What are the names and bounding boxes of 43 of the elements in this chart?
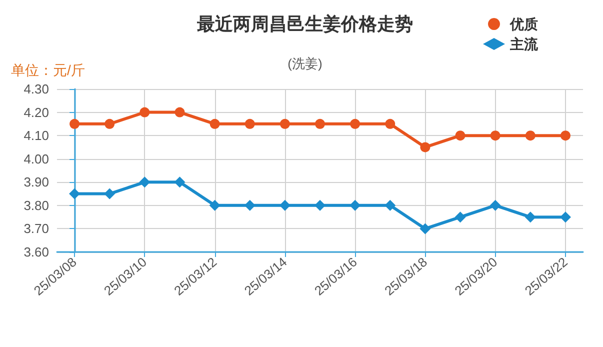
point	[454, 212, 466, 223]
y-tick-label: 3.90	[24, 174, 49, 190]
point	[174, 107, 185, 118]
point	[244, 200, 256, 211]
point	[315, 118, 325, 129]
chart-subtitle: (洗姜)	[288, 56, 322, 71]
point	[420, 223, 431, 234]
y-tick-label: 4.00	[24, 151, 49, 166]
point	[525, 130, 536, 141]
point	[420, 142, 430, 152]
point	[314, 200, 326, 211]
point	[385, 118, 396, 129]
point	[104, 188, 116, 200]
point	[69, 188, 80, 200]
y-tick-label: 3.60	[24, 244, 49, 260]
y-tick-label: 3.80	[24, 198, 49, 213]
legend-label: 主流	[509, 36, 539, 52]
y-tick-label: 4.20	[24, 104, 49, 120]
point	[139, 176, 150, 188]
chart-title: 最近两周昌邑生姜价格走势	[196, 13, 413, 34]
point	[384, 200, 396, 211]
legend-label: 优质	[509, 16, 538, 32]
point	[210, 118, 220, 129]
point	[70, 118, 80, 129]
point	[455, 130, 466, 141]
y-tick-label: 3.70	[24, 221, 49, 236]
point	[560, 130, 570, 141]
point	[350, 118, 360, 129]
point	[174, 176, 186, 188]
point	[140, 107, 150, 118]
point	[244, 118, 255, 129]
y-tick-label: 4.10	[24, 128, 49, 144]
point	[104, 118, 115, 129]
point	[209, 200, 220, 211]
point	[524, 212, 536, 223]
point	[490, 130, 500, 141]
point	[560, 212, 571, 223]
point	[279, 200, 290, 211]
y-tick-label: 4.30	[24, 82, 49, 96]
y-axis-title: 单位：元/斤	[11, 62, 85, 78]
point	[280, 118, 290, 129]
point	[490, 200, 501, 211]
point	[350, 200, 361, 211]
